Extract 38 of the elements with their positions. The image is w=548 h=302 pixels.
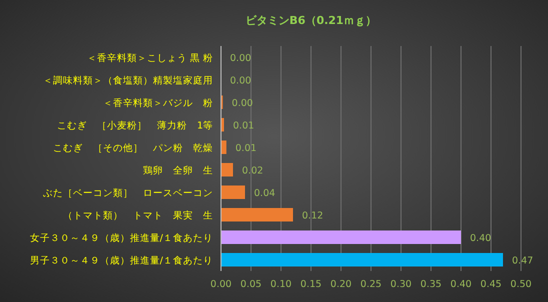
bar: [221, 230, 461, 244]
x-tick-label: 0.25: [360, 279, 382, 290]
y-tick-label: ぶた［ベーコン類］ ロースベーコン: [43, 186, 213, 199]
bar: [221, 253, 503, 266]
y-tick-label: 鶏卵 全卵 生: [143, 164, 213, 176]
x-tick-label: 0.45: [480, 279, 502, 290]
x-tick-label: 0.35: [420, 279, 442, 290]
y-tick-label: ＜香辛料類＞こしょう 黒 粉: [86, 52, 213, 64]
x-tick-label: 0.50: [510, 279, 532, 290]
y-tick-label: こむぎ ［小麦粉］ 薄力粉 1等: [56, 119, 213, 132]
y-tick-label: ＜香辛料類＞バジル 粉: [103, 96, 213, 109]
y-tick-label: こむぎ ［その他］ パン粉 乾燥: [53, 142, 213, 154]
x-tick-label: 0.20: [330, 279, 352, 290]
data-label: 0.01: [233, 120, 254, 132]
bar: [221, 163, 233, 176]
chart-title: ビタミンB6（0.21ｍｇ）: [245, 14, 377, 27]
bar: [221, 186, 245, 199]
data-label: 0.00: [230, 52, 252, 64]
y-tick-label: （トマト類） トマト 果実 生: [63, 209, 213, 222]
x-tick-label: 0.00: [210, 279, 232, 290]
x-tick-label: 0.40: [450, 279, 472, 290]
x-tick-label: 0.30: [390, 279, 412, 290]
bar: [221, 140, 226, 154]
data-label: 0.40: [470, 232, 492, 244]
x-tick-label: 0.15: [300, 279, 322, 290]
x-tick-label: 0.10: [270, 279, 292, 290]
data-label: 0.12: [302, 210, 324, 222]
data-label: 0.02: [242, 165, 264, 176]
data-label: 0.00: [230, 75, 252, 86]
data-label: 0.04: [254, 188, 276, 199]
data-label: 0.47: [512, 255, 534, 266]
bar: [221, 208, 293, 222]
y-tick-label: ＜調味料類＞（食塩類）精製塩家庭用: [43, 74, 213, 86]
x-tick-label: 0.05: [240, 279, 262, 290]
y-tick-label: 男子３０～４９（歳）推進量/１食あたり: [30, 254, 213, 266]
data-label: 0.00: [232, 98, 253, 109]
data-label: 0.01: [235, 142, 257, 154]
y-tick-label: 女子３０～４９（歳）推進量/１食あたり: [30, 232, 213, 244]
